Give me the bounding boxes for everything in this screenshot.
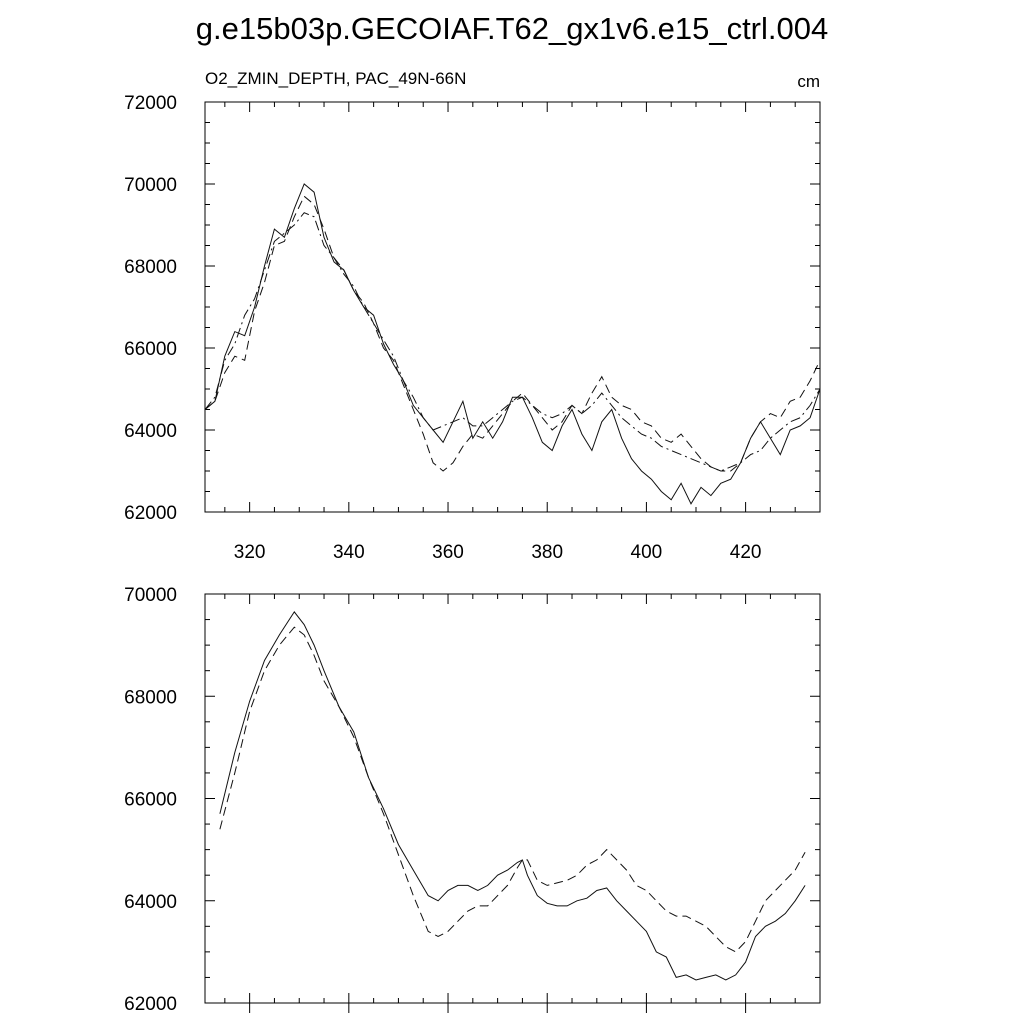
x-tick-label: 360 [432,542,464,563]
x-tick-label: 320 [234,542,266,563]
y-tick-label: 66000 [124,790,177,811]
series-dashed [205,195,820,472]
y-tick-label: 70000 [124,585,177,606]
y-tick-label: 70000 [124,175,177,196]
top-panel: 320 340 360 380 400 420 62000 64000 66000 68000 70… [124,69,821,563]
series-dashed-smoothed [219,626,806,953]
plot-frame [204,101,821,513]
y-tick-label: 62000 [124,994,177,1015]
series-dash-dot [205,212,820,472]
y-tick-label: 72000 [124,93,177,114]
y-tick-label: 64000 [124,892,177,913]
y-tick-label: 68000 [124,257,177,278]
panel-subtitle: O2_ZMIN_DEPTH, PAC_49N-66N [205,69,466,88]
y-tick-label: 66000 [124,339,177,360]
panel-units: cm [797,72,820,91]
x-tick-label: 380 [531,542,563,563]
x-tick-label: 400 [631,542,663,563]
plot-frame [204,593,821,1004]
bottom-panel: 62000 64000 66000 68000 70000 [124,585,821,1015]
series-solid [205,183,820,505]
y-tick-label: 64000 [124,421,177,442]
x-tick-label: 340 [333,542,365,563]
x-tick-label: 420 [730,542,762,563]
series-solid-smoothed [219,611,806,981]
y-tick-label: 68000 [124,687,177,708]
y-tick-label: 62000 [124,503,177,524]
figure-title: g.e15b03p.GECOIAF.T62_gx1v6.e15_ctrl.004 [196,11,828,46]
